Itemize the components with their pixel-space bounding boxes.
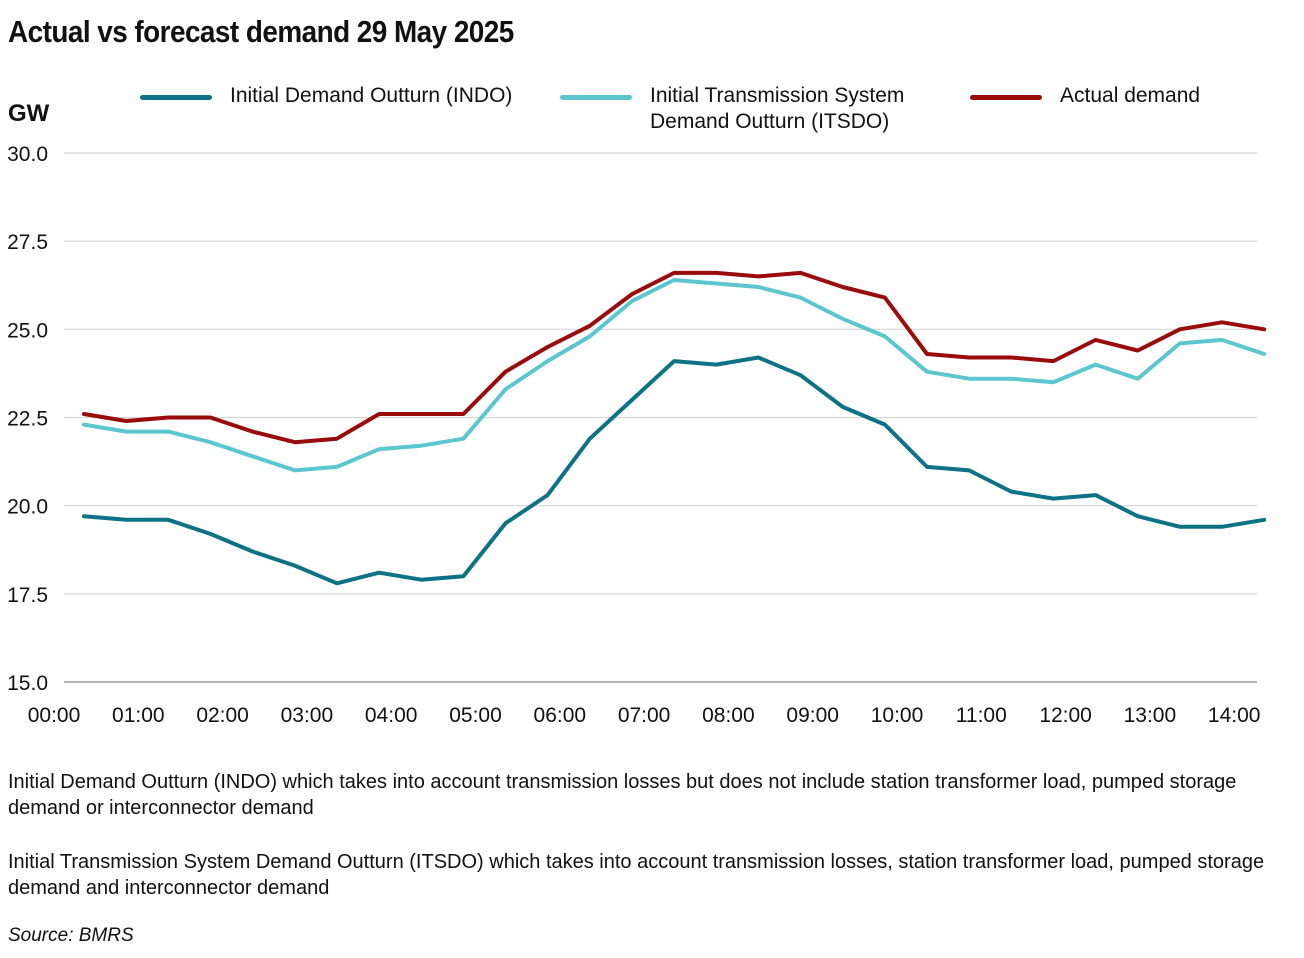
y-tick-label: 27.5 [7,231,48,254]
legend-item-indo: Initial Demand Outturn (INDO) [140,83,520,109]
y-tick-label: 22.5 [7,408,48,431]
x-tick-label: 01:00 [112,704,165,727]
series-line-indo [82,355,1267,586]
legend-swatch-actual [970,95,1042,100]
legend-swatch-indo [140,95,212,100]
x-tick-label: 00:00 [28,704,81,727]
x-tick-label: 14:00 [1208,704,1261,727]
series-line-itsdo [82,278,1267,473]
y-tick-label: 30.0 [7,143,48,166]
x-tick-label: 07:00 [618,704,671,727]
x-tick-label: 03:00 [281,704,334,727]
x-tick-label: 12:00 [1039,704,1092,727]
legend-item-actual: Actual demand [970,83,1304,109]
x-tick-label: 10:00 [871,704,924,727]
x-tick-label: 04:00 [365,704,418,727]
source-note: Source: BMRS [8,925,134,946]
legend-label-itsdo: Initial Transmission System Demand Outtu… [650,84,905,133]
line-chart: 15.0 17.5 20.0 22.5 25.0 27.5 30.0 00:00 01:00 02… [7,143,1267,727]
note-itsdo: Initial Transmission System Demand Outtu… [8,851,1265,899]
x-tick-label: 11:00 [956,704,1007,727]
legend-label-actual: Actual demand [1060,84,1201,107]
x-tick-label: 09:00 [786,704,839,727]
legend-item-itsdo: Initial Transmission System Demand Outtu… [560,83,940,135]
legend-label-indo: Initial Demand Outturn (INDO) [230,84,513,107]
x-tick-label: 13:00 [1124,704,1177,727]
chart-title: Actual vs forecast demand 29 May 2025 [8,14,514,49]
note-indo: Initial Demand Outturn (INDO) which take… [8,771,1237,819]
x-tick-label: 02:00 [196,704,249,727]
y-tick-label: 15.0 [7,672,48,695]
legend-swatch-itsdo [560,95,632,100]
y-tick-label: 20.0 [7,496,48,519]
y-tick-label: 17.5 [7,584,48,607]
y-axis-unit: GW [8,100,50,127]
series-line-actual [82,270,1267,445]
x-tick-label: 05:00 [449,704,502,727]
x-tick-label: 06:00 [534,704,587,727]
x-tick-label: 08:00 [702,704,755,727]
y-tick-label: 25.0 [7,319,48,342]
